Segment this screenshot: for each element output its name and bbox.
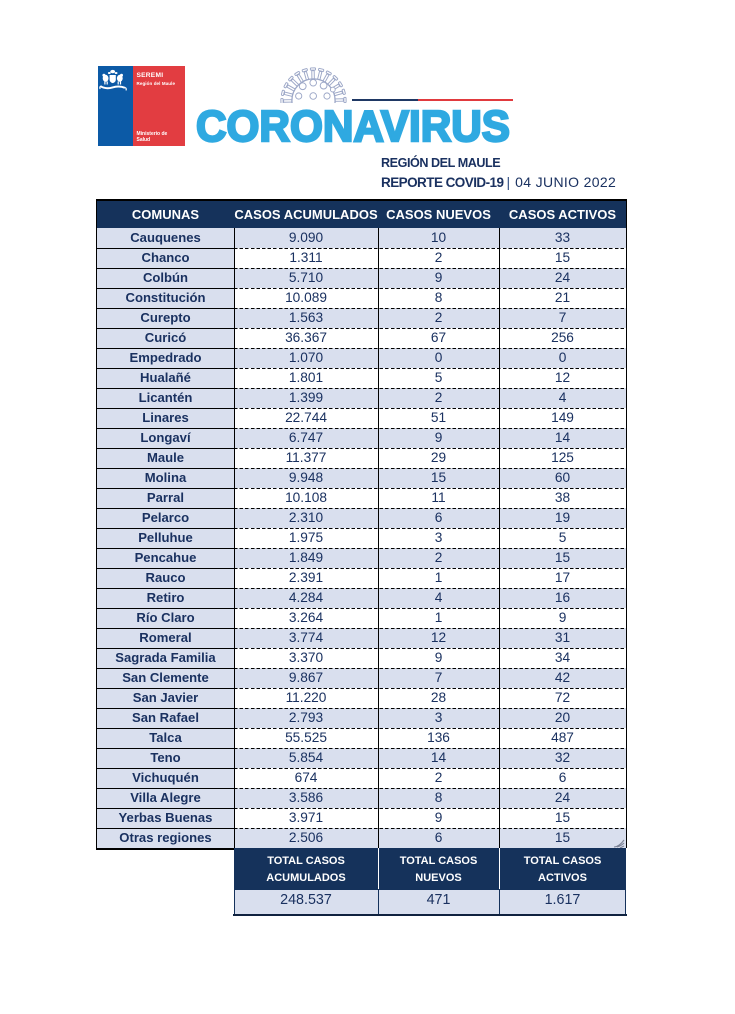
svg-text:CORONAVIRUS: CORONAVIRUS [196,102,510,150]
